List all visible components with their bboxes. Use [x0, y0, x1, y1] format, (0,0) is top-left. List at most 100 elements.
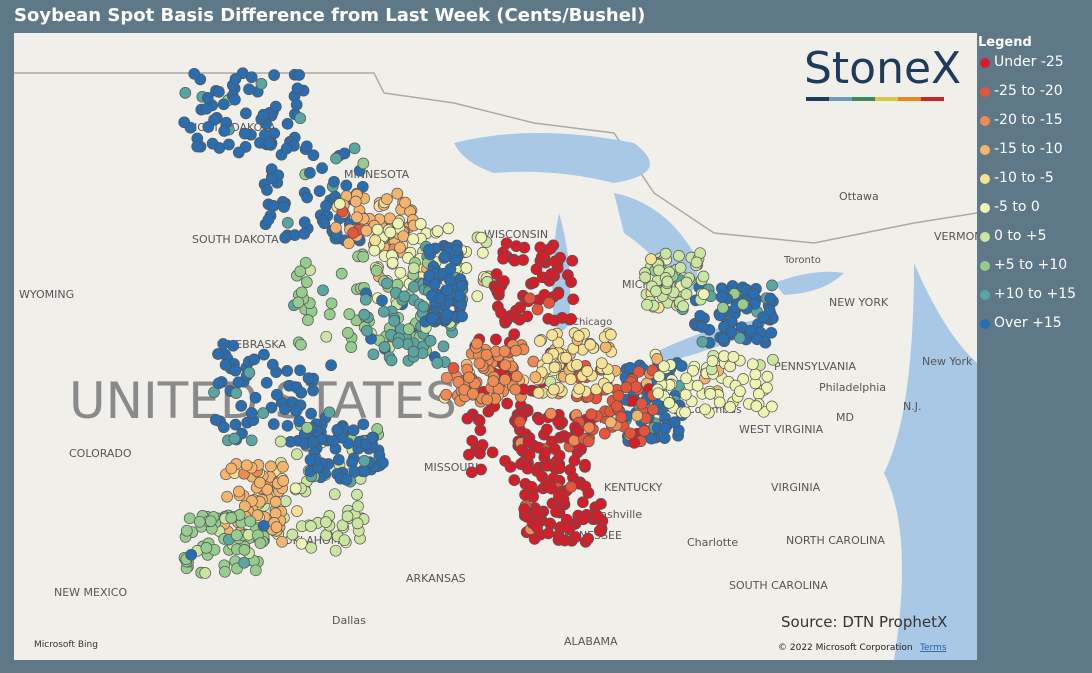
- legend-item[interactable]: -10 to -5: [978, 170, 1076, 199]
- site-marker: [599, 341, 612, 353]
- legend-item[interactable]: -20 to -15: [978, 112, 1076, 141]
- site-marker: [298, 216, 311, 229]
- site-marker: [385, 354, 398, 367]
- site-marker: [290, 405, 302, 417]
- site-marker: [752, 388, 765, 400]
- site-marker: [394, 241, 406, 254]
- site-marker: [473, 357, 486, 370]
- site-marker: [229, 73, 242, 85]
- site-marker: [582, 532, 594, 545]
- site-marker: [473, 414, 486, 427]
- site-marker: [713, 396, 726, 409]
- site-marker: [330, 221, 342, 234]
- site-marker: [357, 157, 370, 170]
- site-marker: [368, 244, 381, 257]
- site-marker: [407, 233, 420, 246]
- map-label: Dallas: [332, 614, 366, 627]
- site-marker: [257, 407, 269, 419]
- map-label: NEW YORK: [829, 296, 889, 309]
- logo-bar: [806, 97, 944, 101]
- site-marker: [661, 275, 674, 288]
- site-marker: [545, 482, 558, 495]
- map-label: NEW MEXICO: [54, 586, 127, 599]
- legend-item[interactable]: -15 to -10: [978, 141, 1076, 170]
- legend-label: Over +15: [994, 315, 1062, 331]
- site-marker: [652, 387, 665, 400]
- site-marker: [277, 460, 289, 473]
- site-marker: [577, 513, 590, 526]
- map-label: MD: [836, 411, 854, 424]
- site-marker: [298, 227, 311, 240]
- site-marker: [320, 330, 333, 343]
- site-marker: [300, 140, 313, 153]
- site-marker: [281, 419, 294, 432]
- site-marker: [265, 460, 277, 473]
- site-marker: [249, 564, 262, 577]
- site-marker: [423, 243, 435, 256]
- site-marker: [335, 267, 348, 280]
- site-marker: [274, 435, 287, 448]
- site-marker: [481, 393, 493, 406]
- site-marker: [641, 298, 653, 311]
- legend-item[interactable]: -25 to -20: [978, 83, 1076, 112]
- site-marker: [244, 515, 257, 528]
- site-marker: [441, 308, 453, 321]
- site-marker: [563, 523, 576, 535]
- site-marker: [426, 312, 438, 325]
- site-marker: [532, 387, 545, 399]
- site-marker: [572, 330, 585, 342]
- site-marker: [747, 287, 760, 300]
- legend-item[interactable]: +10 to +15: [978, 286, 1076, 315]
- site-marker: [281, 216, 294, 229]
- site-marker: [499, 373, 511, 386]
- terms-link[interactable]: Terms: [919, 643, 947, 653]
- site-marker: [434, 292, 447, 304]
- site-marker: [351, 488, 363, 501]
- legend-swatch: [980, 261, 990, 271]
- site-marker: [611, 400, 623, 413]
- site-marker: [218, 125, 231, 137]
- site-marker: [569, 531, 582, 543]
- site-marker: [307, 436, 319, 449]
- site-marker: [615, 411, 628, 424]
- site-marker: [384, 226, 397, 239]
- site-marker: [316, 162, 328, 174]
- site-marker: [440, 371, 453, 384]
- site-marker: [295, 386, 308, 399]
- map-label: WEST VIRGINIA: [739, 423, 824, 436]
- site-marker: [279, 231, 292, 244]
- legend-item[interactable]: +5 to +10: [978, 257, 1076, 286]
- site-marker: [268, 69, 280, 81]
- site-marker: [584, 338, 597, 351]
- site-marker: [509, 383, 522, 396]
- legend-item[interactable]: 0 to +5: [978, 228, 1076, 257]
- map-label: Chicago: [572, 317, 612, 328]
- site-marker: [431, 225, 444, 237]
- site-marker: [475, 231, 488, 244]
- site-marker: [201, 92, 214, 104]
- site-marker: [180, 524, 193, 537]
- site-marker: [553, 462, 566, 475]
- legend-item[interactable]: Over +15: [978, 315, 1076, 344]
- legend-item[interactable]: -5 to 0: [978, 199, 1076, 228]
- site-marker: [544, 407, 557, 420]
- site-marker: [522, 436, 535, 448]
- site-marker: [294, 265, 307, 278]
- site-marker: [493, 285, 505, 298]
- site-marker: [266, 358, 279, 371]
- site-marker: [497, 252, 509, 265]
- site-marker: [352, 500, 364, 513]
- site-marker: [284, 435, 297, 448]
- site-marker: [734, 385, 746, 398]
- site-marker: [691, 379, 704, 392]
- site-marker: [751, 333, 763, 346]
- legend-item[interactable]: Under -25: [978, 54, 1076, 83]
- site-marker: [521, 462, 534, 475]
- site-marker: [737, 298, 749, 311]
- site-marker: [219, 565, 231, 578]
- site-marker: [552, 288, 565, 300]
- site-marker: [340, 179, 353, 192]
- site-marker: [659, 247, 672, 260]
- site-marker: [223, 138, 235, 151]
- legend-swatch: [980, 203, 990, 213]
